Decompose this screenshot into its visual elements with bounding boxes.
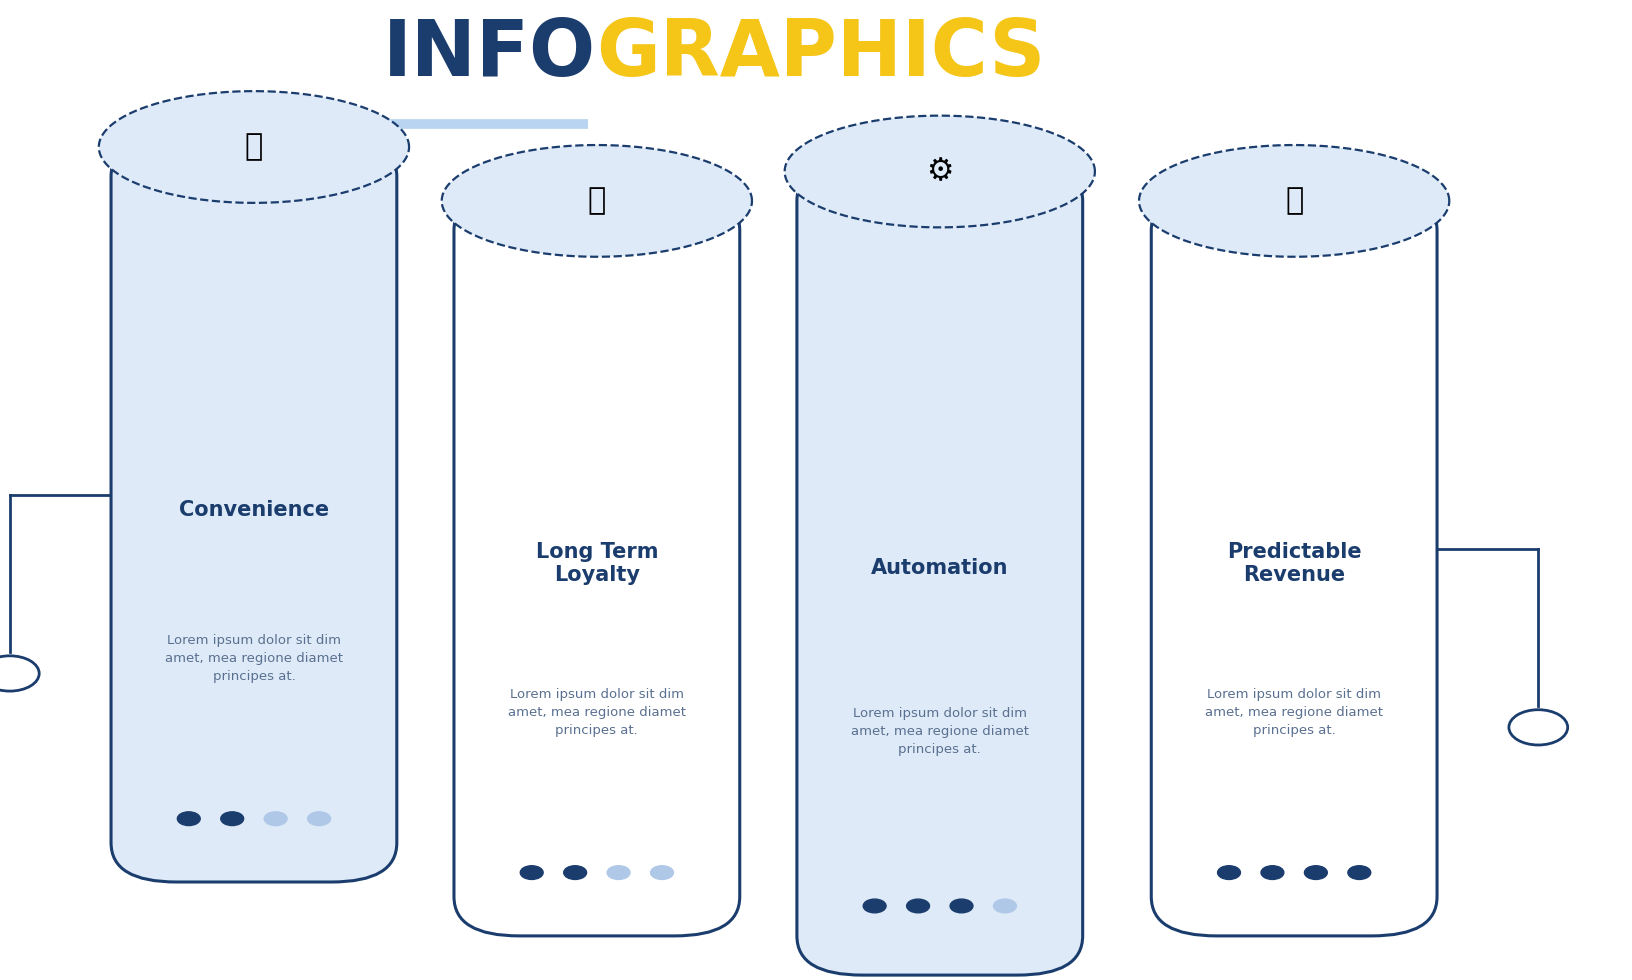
Circle shape (563, 865, 586, 879)
FancyBboxPatch shape (454, 191, 739, 936)
Circle shape (607, 865, 630, 879)
Text: 🗓: 🗓 (245, 132, 263, 162)
FancyBboxPatch shape (111, 137, 397, 882)
Text: Long Term
Loyalty: Long Term Loyalty (535, 542, 658, 585)
Text: INFO: INFO (382, 16, 596, 92)
Text: Automation: Automation (870, 559, 1009, 578)
Text: ⭐: ⭐ (588, 186, 605, 216)
Circle shape (220, 811, 243, 825)
Text: ⚙: ⚙ (925, 157, 953, 186)
Text: GRAPHICS: GRAPHICS (596, 16, 1044, 92)
Text: Lorem ipsum dolor sit dim
amet, mea regione diamet
principes at.: Lorem ipsum dolor sit dim amet, mea regi… (165, 634, 343, 683)
Circle shape (178, 811, 201, 825)
Circle shape (1346, 865, 1369, 879)
Circle shape (1508, 710, 1567, 745)
Circle shape (521, 865, 543, 879)
Text: Convenience: Convenience (180, 500, 328, 519)
Circle shape (992, 899, 1015, 912)
Text: Lorem ipsum dolor sit dim
amet, mea regione diamet
principes at.: Lorem ipsum dolor sit dim amet, mea regi… (1204, 688, 1382, 737)
Text: Lorem ipsum dolor sit dim
amet, mea regione diamet
principes at.: Lorem ipsum dolor sit dim amet, mea regi… (850, 707, 1028, 756)
Circle shape (307, 811, 330, 825)
Circle shape (1217, 865, 1240, 879)
Circle shape (906, 899, 929, 912)
Text: Lorem ipsum dolor sit dim
amet, mea regione diamet
principes at.: Lorem ipsum dolor sit dim amet, mea regi… (508, 688, 685, 737)
Text: Predictable
Revenue: Predictable Revenue (1226, 542, 1361, 585)
Ellipse shape (98, 91, 408, 203)
Circle shape (650, 865, 672, 879)
Circle shape (950, 899, 973, 912)
Circle shape (0, 656, 39, 691)
Text: 💲: 💲 (1284, 186, 1302, 216)
Ellipse shape (1138, 145, 1449, 257)
Circle shape (1304, 865, 1327, 879)
Circle shape (863, 899, 886, 912)
Ellipse shape (785, 116, 1095, 227)
FancyBboxPatch shape (796, 162, 1082, 975)
FancyBboxPatch shape (1151, 191, 1436, 936)
Circle shape (264, 811, 287, 825)
Circle shape (1260, 865, 1283, 879)
Ellipse shape (441, 145, 752, 257)
